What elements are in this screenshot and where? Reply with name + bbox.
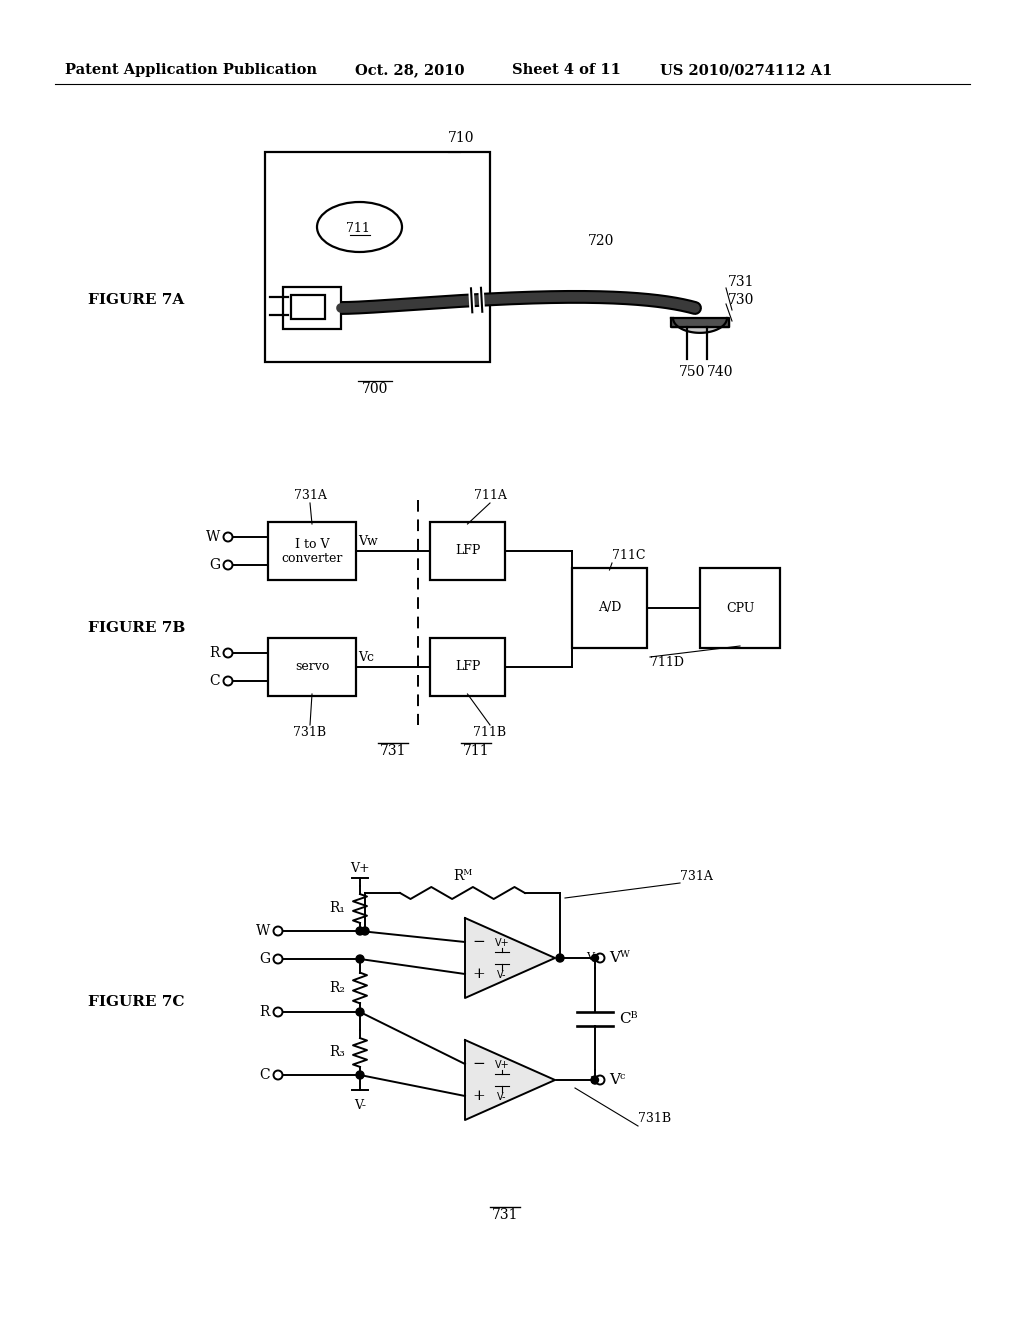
Text: V-: V- bbox=[590, 1076, 600, 1086]
Circle shape bbox=[273, 927, 283, 936]
Text: 740: 740 bbox=[707, 366, 733, 379]
Circle shape bbox=[356, 954, 364, 964]
Bar bbox=[430, 521, 505, 579]
Text: 750: 750 bbox=[679, 366, 706, 379]
Text: V+: V+ bbox=[495, 1060, 509, 1071]
Text: 731: 731 bbox=[380, 744, 407, 758]
Circle shape bbox=[361, 927, 369, 935]
Text: R: R bbox=[260, 1005, 270, 1019]
Text: I to V: I to V bbox=[295, 537, 330, 550]
Text: 711B: 711B bbox=[473, 726, 507, 739]
Bar bbox=[268, 521, 356, 579]
Text: Sheet 4 of 11: Sheet 4 of 11 bbox=[512, 63, 621, 77]
Text: Patent Application Publication: Patent Application Publication bbox=[65, 63, 317, 77]
Circle shape bbox=[591, 1076, 599, 1084]
Text: FIGURE 7A: FIGURE 7A bbox=[88, 293, 184, 308]
Bar bbox=[291, 294, 325, 319]
Circle shape bbox=[223, 648, 232, 657]
Circle shape bbox=[273, 1007, 283, 1016]
Circle shape bbox=[223, 676, 232, 685]
Circle shape bbox=[556, 954, 564, 962]
Text: Rᴹ: Rᴹ bbox=[453, 869, 472, 883]
Circle shape bbox=[592, 1077, 598, 1084]
Text: 711: 711 bbox=[345, 223, 370, 235]
Bar bbox=[700, 568, 780, 648]
Circle shape bbox=[273, 1071, 283, 1080]
Bar bbox=[265, 152, 490, 362]
Text: V+: V+ bbox=[350, 862, 370, 875]
Circle shape bbox=[356, 1071, 364, 1078]
Polygon shape bbox=[465, 917, 555, 998]
Text: LFP: LFP bbox=[455, 544, 480, 557]
Bar bbox=[430, 638, 505, 696]
Text: 711C: 711C bbox=[612, 549, 645, 562]
Text: −: − bbox=[473, 935, 485, 949]
Text: +: + bbox=[473, 1089, 485, 1104]
Text: R₃: R₃ bbox=[329, 1045, 345, 1060]
Text: +: + bbox=[473, 968, 485, 981]
Text: C: C bbox=[209, 675, 220, 688]
Text: 711: 711 bbox=[463, 744, 489, 758]
Text: 731: 731 bbox=[728, 275, 755, 289]
Bar bbox=[283, 286, 341, 329]
Text: 731B: 731B bbox=[638, 1111, 671, 1125]
Text: 711A: 711A bbox=[473, 488, 507, 502]
Text: G: G bbox=[259, 952, 270, 966]
Text: 700: 700 bbox=[361, 381, 388, 396]
Polygon shape bbox=[673, 318, 727, 333]
Text: V-: V- bbox=[354, 1100, 366, 1111]
Text: 711D: 711D bbox=[650, 656, 684, 669]
Text: Oct. 28, 2010: Oct. 28, 2010 bbox=[355, 63, 465, 77]
Text: R₁: R₁ bbox=[329, 902, 345, 916]
Text: LFP: LFP bbox=[455, 660, 480, 673]
Circle shape bbox=[356, 927, 364, 935]
Text: 730: 730 bbox=[728, 293, 755, 308]
Text: C: C bbox=[259, 1068, 270, 1082]
Text: Vw: Vw bbox=[358, 535, 378, 548]
Ellipse shape bbox=[317, 202, 402, 252]
Text: FIGURE 7B: FIGURE 7B bbox=[88, 620, 185, 635]
Polygon shape bbox=[671, 318, 729, 327]
Text: converter: converter bbox=[282, 553, 343, 565]
Circle shape bbox=[592, 954, 598, 961]
Text: 731B: 731B bbox=[294, 726, 327, 739]
Text: CPU: CPU bbox=[726, 602, 755, 615]
Text: 731: 731 bbox=[492, 1208, 518, 1222]
Text: Vc: Vc bbox=[358, 651, 374, 664]
Text: Vᵂ: Vᵂ bbox=[609, 950, 630, 965]
Text: FIGURE 7C: FIGURE 7C bbox=[88, 995, 184, 1008]
Text: R: R bbox=[210, 645, 220, 660]
Circle shape bbox=[273, 954, 283, 964]
Text: V-: V- bbox=[498, 970, 507, 979]
Text: A/D: A/D bbox=[598, 602, 622, 615]
Text: Vᶜ: Vᶜ bbox=[609, 1073, 626, 1086]
Text: V+: V+ bbox=[495, 939, 509, 948]
Text: 731A: 731A bbox=[294, 488, 327, 502]
Text: US 2010/0274112 A1: US 2010/0274112 A1 bbox=[660, 63, 833, 77]
Text: W: W bbox=[256, 924, 270, 939]
Circle shape bbox=[223, 532, 232, 541]
Bar bbox=[572, 568, 647, 648]
Circle shape bbox=[223, 561, 232, 569]
Text: W: W bbox=[206, 531, 220, 544]
Text: Cᴮ: Cᴮ bbox=[618, 1012, 638, 1026]
Text: −: − bbox=[473, 1057, 485, 1071]
Circle shape bbox=[596, 953, 604, 962]
Polygon shape bbox=[465, 1040, 555, 1119]
Text: R₂: R₂ bbox=[329, 981, 345, 995]
Text: V-: V- bbox=[498, 1092, 507, 1102]
Text: 720: 720 bbox=[588, 234, 614, 248]
Text: servo: servo bbox=[295, 660, 329, 673]
Circle shape bbox=[356, 1008, 364, 1016]
Text: 731A: 731A bbox=[680, 870, 713, 883]
Bar bbox=[268, 638, 356, 696]
Circle shape bbox=[596, 1076, 604, 1085]
Text: 710: 710 bbox=[449, 131, 474, 145]
Text: V+: V+ bbox=[587, 952, 604, 962]
Text: G: G bbox=[209, 558, 220, 572]
